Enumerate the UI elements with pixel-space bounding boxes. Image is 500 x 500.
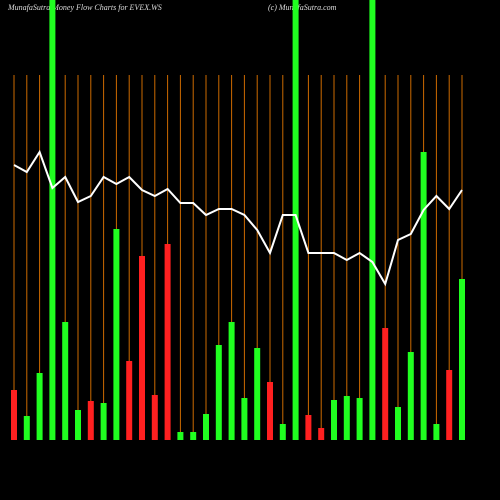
bar (228, 322, 235, 440)
bar (241, 398, 248, 440)
flow-line (13, 149, 463, 287)
bar (331, 400, 337, 440)
bar (382, 328, 389, 440)
chart-title: MunafaSutra Money Flow Charts for EVEX.W… (7, 3, 162, 12)
bar (433, 424, 440, 440)
bar (75, 410, 81, 440)
bar (177, 432, 184, 440)
bar (254, 348, 261, 440)
bar (100, 403, 107, 440)
chart-subtitle: (c) MunafaSutra.com (268, 3, 337, 12)
bar (126, 361, 133, 440)
bar (139, 256, 145, 440)
bar (318, 428, 325, 440)
bar (267, 382, 273, 440)
bar (395, 407, 401, 440)
bar (11, 390, 17, 440)
bar (23, 416, 30, 440)
bar (343, 396, 350, 440)
bar (49, 0, 56, 440)
bar (164, 244, 171, 440)
bar (356, 398, 363, 440)
bar (292, 0, 299, 440)
bar (369, 0, 376, 440)
bar (215, 345, 222, 440)
bar (87, 401, 94, 440)
bar (420, 152, 427, 440)
bar (151, 395, 158, 440)
bar (62, 322, 69, 440)
bar (305, 415, 312, 440)
bar (190, 432, 197, 440)
bar (446, 370, 453, 440)
bar (203, 414, 209, 440)
bar (279, 424, 286, 440)
bar (113, 229, 120, 440)
bar (36, 373, 43, 440)
bar (459, 279, 465, 440)
bar (407, 352, 414, 440)
